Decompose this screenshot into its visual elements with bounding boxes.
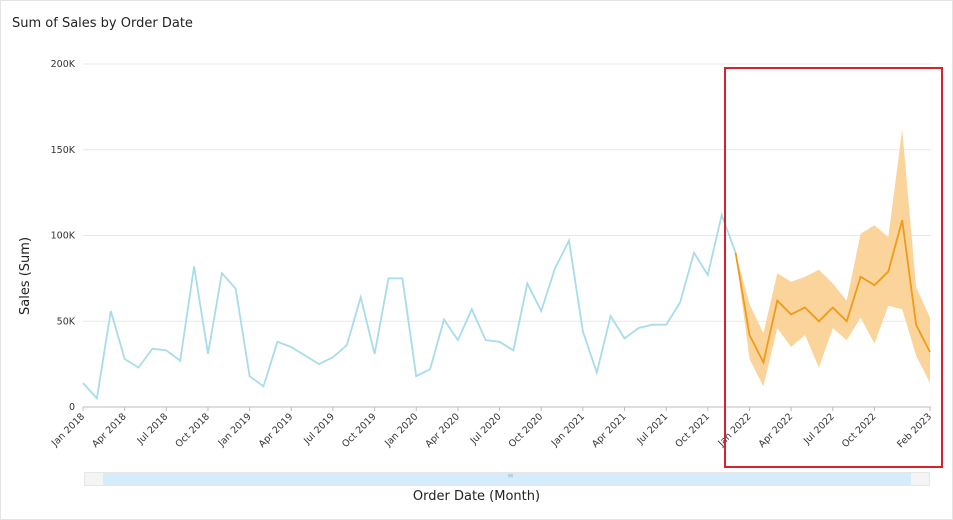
forecast-sales-line bbox=[734, 219, 931, 366]
x-tick-label: Apr 2019 bbox=[257, 411, 296, 450]
x-tick-label: Jan 2020 bbox=[382, 411, 420, 449]
scroll-right-cap[interactable] bbox=[912, 473, 929, 485]
y-tick-label: 150K bbox=[51, 145, 76, 156]
scrollbar-thumb[interactable]: ≡ bbox=[103, 471, 911, 485]
chart-title: Sum of Sales by Order Date bbox=[12, 16, 193, 31]
x-tick-label: Apr 2018 bbox=[90, 411, 129, 450]
x-tick-label: Oct 2020 bbox=[507, 411, 546, 450]
x-tick-label: Apr 2020 bbox=[423, 411, 462, 450]
x-tick-label: Jan 2019 bbox=[216, 411, 254, 449]
x-tick-label: Jul 2020 bbox=[468, 411, 504, 447]
y-axis-label: Sales (Sum) bbox=[18, 237, 33, 315]
y-tick-label: 50K bbox=[57, 316, 76, 327]
forecast-confidence-band bbox=[735, 129, 930, 387]
actual-sales-line bbox=[82, 211, 737, 401]
scroll-left-cap[interactable] bbox=[85, 473, 102, 485]
x-tick-label: Jul 2021 bbox=[634, 411, 670, 447]
x-axis-scrollbar[interactable]: ≡ bbox=[84, 471, 930, 486]
x-axis-label: Order Date (Month) bbox=[412, 489, 541, 504]
x-tick-label: Jan 2018 bbox=[49, 411, 87, 449]
x-tick-label: Oct 2021 bbox=[673, 411, 712, 450]
forecast-highlight-box bbox=[724, 67, 943, 468]
grip-icon: ≡ bbox=[507, 471, 514, 480]
y-tick-label: 200K bbox=[51, 59, 76, 70]
x-tick-label: Apr 2021 bbox=[590, 411, 629, 450]
x-tick-label: Jul 2018 bbox=[135, 411, 171, 447]
x-tick-label: Oct 2019 bbox=[340, 411, 379, 450]
x-tick-label: Jul 2019 bbox=[301, 411, 337, 447]
x-tick-label: Jan 2021 bbox=[549, 411, 587, 449]
y-tick-label: 0 bbox=[69, 402, 75, 413]
x-tick-label: Oct 2018 bbox=[173, 411, 212, 450]
y-tick-label: 100K bbox=[51, 231, 76, 242]
